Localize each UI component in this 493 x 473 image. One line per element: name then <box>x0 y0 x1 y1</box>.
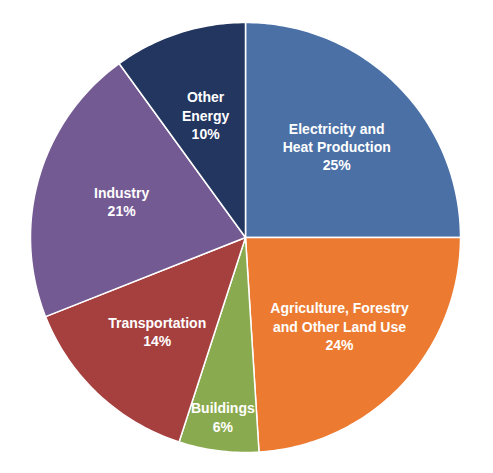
svg-text:Industry21%: Industry21% <box>94 185 149 219</box>
svg-text:OtherEnergy10%: OtherEnergy10% <box>182 89 230 141</box>
svg-text:Electricity andHeat Production: Electricity andHeat Production25% <box>283 121 391 173</box>
svg-text:Buildings6%: Buildings6% <box>191 400 255 434</box>
svg-text:Agriculture, Forestryand Other: Agriculture, Forestryand Other Land Use2… <box>270 300 409 352</box>
svg-text:Transportation14%: Transportation14% <box>108 315 206 349</box>
